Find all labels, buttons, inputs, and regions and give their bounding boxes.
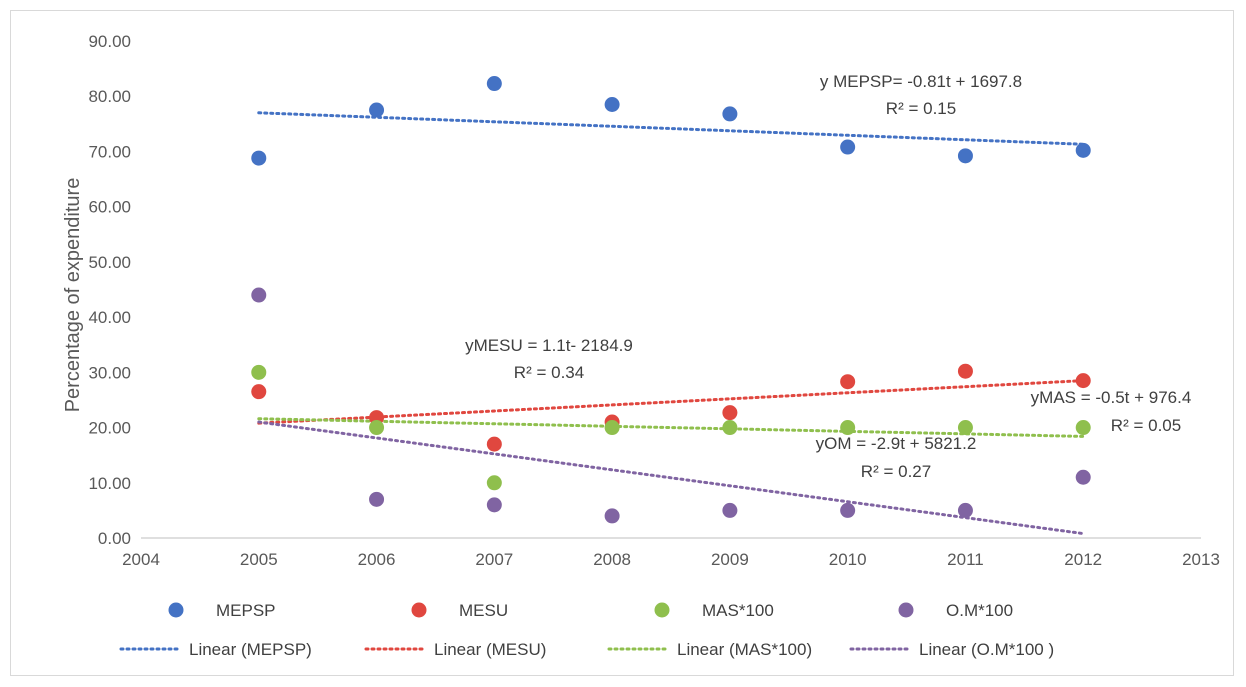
y-tick-label: 80.00 bbox=[88, 87, 131, 106]
trend-line bbox=[257, 111, 1085, 146]
axes: 0.00 10.00 20.00 30.00 40.00 50.00 60.00 70.00 8… bbox=[88, 32, 1219, 569]
y-tick-label: 90.00 bbox=[88, 32, 131, 51]
data-point bbox=[722, 405, 738, 421]
data-point bbox=[1075, 420, 1091, 436]
data-points bbox=[251, 76, 1091, 524]
legend-marker bbox=[168, 602, 184, 618]
legend-marker bbox=[654, 602, 670, 618]
legend: MEPSP Linear (MEPSP) MESU Linear (MESU) MAS*… bbox=[119, 601, 1054, 659]
data-point bbox=[604, 420, 620, 436]
data-point bbox=[486, 76, 502, 92]
y-axis-label: Percentage of expenditure bbox=[62, 178, 84, 413]
data-point bbox=[840, 139, 856, 155]
x-tick-label: 2005 bbox=[240, 550, 278, 569]
data-point bbox=[840, 420, 856, 436]
trend-equation: yOM = -2.9t + 5821.2 bbox=[816, 434, 977, 453]
legend-marker bbox=[898, 602, 914, 618]
x-tick-label: 2006 bbox=[358, 550, 396, 569]
legend-label: O.M*100 bbox=[946, 601, 1013, 620]
x-tick-label: 2012 bbox=[1064, 550, 1102, 569]
y-tick-label: 10.00 bbox=[88, 474, 131, 493]
data-point bbox=[251, 150, 267, 166]
legend-trend-label: Linear (O.M*100 ) bbox=[919, 640, 1054, 659]
data-point bbox=[369, 491, 385, 507]
data-point bbox=[957, 363, 973, 379]
data-point bbox=[840, 374, 856, 390]
data-point bbox=[840, 502, 856, 518]
y-tick-label: 30.00 bbox=[88, 363, 131, 382]
x-tick-label: 2009 bbox=[711, 550, 749, 569]
data-point bbox=[369, 102, 385, 118]
legend-marker bbox=[411, 602, 427, 618]
legend-trend-label: Linear (MAS*100) bbox=[677, 640, 812, 659]
data-point bbox=[1075, 373, 1091, 389]
trend-lines bbox=[257, 111, 1085, 536]
x-tick-label: 2013 bbox=[1182, 550, 1220, 569]
data-point bbox=[604, 508, 620, 524]
trend-r2: R² = 0.27 bbox=[861, 462, 931, 481]
data-point bbox=[486, 497, 502, 513]
trend-line bbox=[257, 420, 1085, 536]
data-point bbox=[722, 106, 738, 122]
data-point bbox=[722, 502, 738, 518]
scatter-chart: 0.00 10.00 20.00 30.00 40.00 50.00 60.00 70.00 8… bbox=[62, 32, 1220, 659]
y-tick-label: 40.00 bbox=[88, 308, 131, 327]
data-point bbox=[251, 287, 267, 303]
x-tick-label: 2010 bbox=[829, 550, 867, 569]
x-tick-label: 2007 bbox=[475, 550, 513, 569]
trend-r2: R² = 0.05 bbox=[1111, 416, 1181, 435]
data-point bbox=[369, 420, 385, 436]
y-tick-label: 60.00 bbox=[88, 198, 131, 217]
y-tick-label: 20.00 bbox=[88, 419, 131, 438]
x-tick-label: 2004 bbox=[122, 550, 160, 569]
data-point bbox=[957, 502, 973, 518]
trend-equation: yMAS = -0.5t + 976.4 bbox=[1031, 388, 1192, 407]
chart-frame: 0.00 10.00 20.00 30.00 40.00 50.00 60.00 70.00 8… bbox=[10, 10, 1234, 676]
x-tick-label: 2011 bbox=[947, 550, 984, 569]
legend-label: MESU bbox=[459, 601, 508, 620]
trend-equation: y MEPSP= -0.81t + 1697.8 bbox=[820, 72, 1022, 91]
legend-trend-label: Linear (MESU) bbox=[434, 640, 546, 659]
legend-label: MAS*100 bbox=[702, 601, 774, 620]
trend-equation: yMESU = 1.1t- 2184.9 bbox=[465, 336, 633, 355]
data-point bbox=[722, 420, 738, 436]
trend-annotations: y MEPSP= -0.81t + 1697.8 R² = 0.15 yMESU =… bbox=[465, 72, 1191, 481]
trend-r2: R² = 0.15 bbox=[886, 99, 956, 118]
data-point bbox=[1075, 142, 1091, 158]
y-tick-label: 0.00 bbox=[98, 529, 131, 548]
legend-trend-label: Linear (MEPSP) bbox=[189, 640, 312, 659]
legend-label: MEPSP bbox=[216, 601, 276, 620]
data-point bbox=[1075, 469, 1091, 485]
data-point bbox=[251, 384, 267, 400]
trend-r2: R² = 0.34 bbox=[514, 363, 584, 382]
y-tick-label: 70.00 bbox=[88, 142, 131, 161]
data-point bbox=[957, 148, 973, 164]
data-point bbox=[486, 475, 502, 491]
data-point bbox=[957, 420, 973, 436]
trend-line bbox=[257, 417, 1085, 438]
y-tick-label: 50.00 bbox=[88, 253, 131, 272]
data-point bbox=[251, 364, 267, 380]
x-tick-label: 2008 bbox=[593, 550, 631, 569]
trend-line bbox=[257, 379, 1085, 425]
data-point bbox=[604, 97, 620, 113]
data-point bbox=[486, 436, 502, 452]
